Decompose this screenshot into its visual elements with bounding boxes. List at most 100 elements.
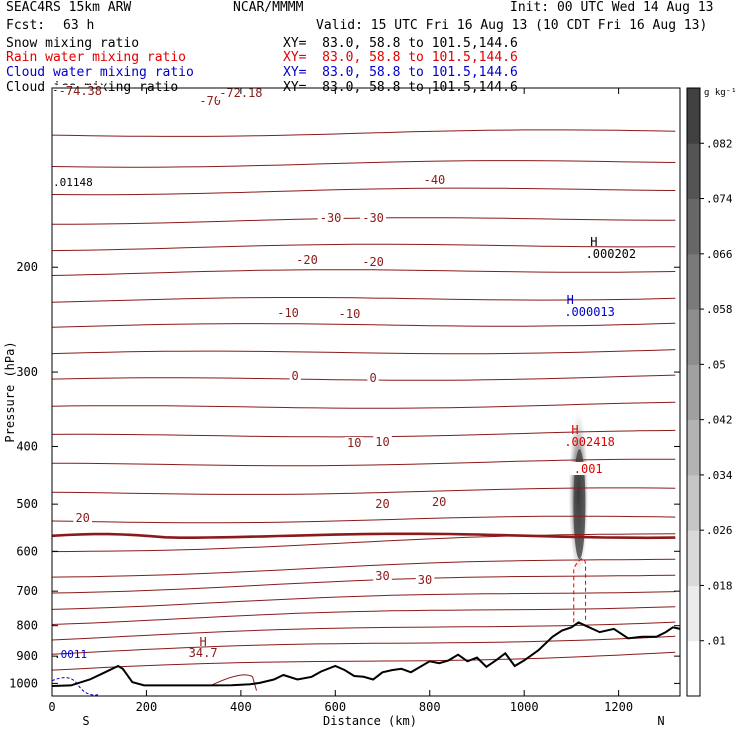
- cloud-water-contour: [51, 677, 99, 696]
- temperature-contour: [51, 429, 676, 438]
- temperature-contour: [212, 674, 258, 691]
- rain-contour-label: .001: [574, 462, 603, 476]
- contour-label: 10: [347, 436, 361, 450]
- colorbar-segment: [687, 640, 700, 697]
- temperature-contour: [51, 558, 676, 578]
- contour-label: 30: [375, 569, 389, 583]
- temperature-contour: [51, 651, 676, 671]
- rain-max-marker: H: [571, 423, 578, 437]
- colorbar-tick-label: .082: [706, 137, 733, 150]
- y-tick-label: 300: [16, 365, 38, 379]
- x-tick-label: 200: [136, 700, 158, 714]
- x-axis-label: Distance (km): [323, 714, 417, 728]
- terrain-line: [51, 621, 681, 687]
- fcst-value: 63 h: [63, 18, 95, 33]
- colorbar-segment: [687, 585, 700, 642]
- colorbar-tick-label: .034: [706, 469, 733, 482]
- contour-label: 0: [369, 371, 376, 385]
- x-tick-label: 400: [230, 700, 252, 714]
- fcst-label: Fcst:: [6, 18, 46, 33]
- contour-label: -20: [362, 255, 384, 269]
- colorbar-segment: [687, 198, 700, 255]
- x-tick-label: 1200: [604, 700, 633, 714]
- valid-time: Valid: 15 UTC Fri 16 Aug 13 (10 CDT Fri …: [316, 18, 708, 33]
- temperature-contour: [51, 322, 676, 328]
- temperature-contour: [51, 269, 676, 276]
- north-label: N: [657, 714, 664, 728]
- field-xy-snow: XY= 83.0, 58.8 to 101.5,144.6: [283, 36, 518, 51]
- colorbar-segment: [687, 253, 700, 310]
- contour-label: -10: [277, 306, 299, 320]
- y-tick-label: 200: [16, 260, 38, 274]
- contour-label: 30: [418, 573, 432, 587]
- colorbar-tick-label: .066: [706, 248, 733, 261]
- colorbar-segment: [687, 309, 700, 365]
- temperature-contour: [51, 606, 676, 625]
- contour-label: -10: [339, 307, 361, 321]
- temperature-contour: [51, 533, 676, 553]
- temperature-contour: [51, 243, 676, 252]
- model-title: SEAC4RS 15km ARW: [6, 0, 132, 15]
- field-xy-cloudwater: XY= 83.0, 58.8 to 101.5,144.6: [283, 65, 518, 80]
- colorbar-segment: [687, 530, 700, 586]
- y-tick-label: 800: [16, 619, 38, 633]
- x-tick-label: 1000: [510, 700, 539, 714]
- init-time: Init: 00 UTC Wed 14 Aug 13: [510, 0, 714, 15]
- colorbar-units: g kg⁻¹: [704, 88, 737, 98]
- colorbar-segment: [687, 143, 700, 200]
- temperature-contour: [51, 374, 676, 381]
- colorbar-tick-label: .01: [706, 635, 726, 648]
- temperature-contour: [51, 349, 676, 355]
- y-tick-label: 900: [16, 649, 38, 663]
- field-name-cloudwater: Cloud water mixing ratio: [6, 65, 194, 80]
- snow-value-label: .01148: [53, 176, 93, 189]
- colorbar-segment: [687, 364, 700, 421]
- y-tick-label: 700: [16, 584, 38, 598]
- colorbar-frame: [686, 87, 701, 697]
- temperature-contour: [52, 458, 676, 467]
- rain-max-value: .002418: [564, 435, 615, 449]
- y-tick-label: 400: [16, 439, 38, 453]
- colorbar-segment: [687, 88, 700, 144]
- temperature-contour: [51, 297, 676, 303]
- contour-label: 0: [292, 369, 299, 383]
- cloud-water-label: .0011: [54, 648, 87, 661]
- center-title: NCAR/MMMM: [233, 0, 304, 15]
- contour-label: 20: [432, 495, 446, 509]
- x-tick-label: 600: [324, 700, 346, 714]
- temperature-contour: [51, 591, 676, 610]
- y-tick-label: 1000: [9, 676, 38, 690]
- colorbar-tick-label: .074: [706, 193, 733, 206]
- temperature-contour: [51, 635, 676, 655]
- colorbar-segment: [687, 474, 700, 531]
- colorbar-tick-label: .042: [706, 414, 733, 427]
- rain-water-contour: [573, 558, 587, 623]
- field-xy-rain: XY= 83.0, 58.8 to 101.5,144.6: [283, 50, 518, 65]
- y-tick-label: 500: [16, 497, 38, 511]
- x-tick-label: 800: [419, 700, 441, 714]
- field-name-rain: Rain water mixing ratio: [6, 50, 187, 65]
- snow-max-value: .000202: [586, 247, 637, 261]
- cloud-water-max-value: .000013: [564, 305, 615, 319]
- contour-label: 20: [375, 497, 389, 511]
- contour-label: 10: [375, 435, 389, 449]
- temperature-contour: [51, 160, 676, 168]
- snow-max-marker: H: [590, 235, 597, 249]
- high-value-label: 34.7: [189, 646, 218, 660]
- colorbar-tick-label: .018: [706, 579, 733, 592]
- south-label: S: [82, 714, 89, 728]
- temperature-contour: [51, 401, 676, 409]
- cloud-water-max-marker: H: [567, 293, 574, 307]
- high-marker: H: [199, 635, 206, 649]
- contour-label: 20: [75, 511, 89, 525]
- x-tick-label: 0: [48, 700, 55, 714]
- colorbar-segment: [687, 419, 700, 476]
- contour-label: -40: [424, 173, 446, 187]
- temperature-contour: [51, 487, 676, 495]
- snow-plume-core: [573, 449, 586, 560]
- temperature-contour: [51, 187, 676, 196]
- contour-label: -70: [199, 94, 221, 108]
- temperature-contour: [51, 515, 676, 524]
- y-axis-label: Pressure (hPa): [3, 341, 17, 442]
- contour-label: -20: [296, 253, 318, 267]
